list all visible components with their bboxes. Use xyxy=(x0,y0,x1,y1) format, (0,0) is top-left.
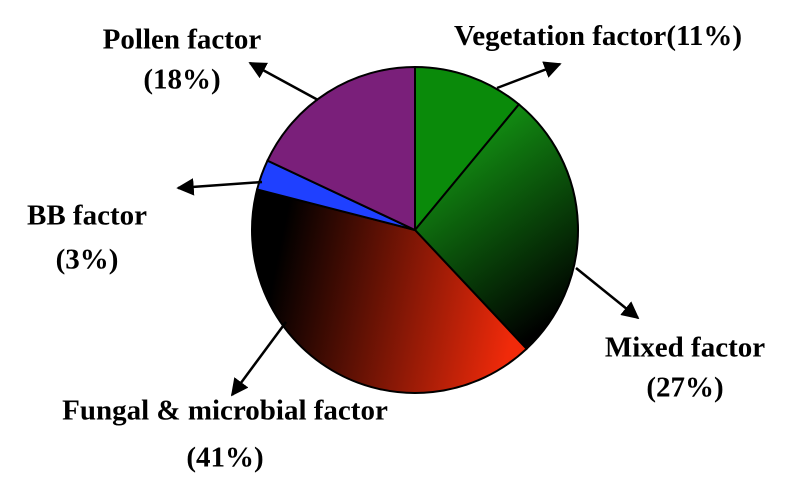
value-label: (18%) xyxy=(143,64,220,96)
arrow xyxy=(248,61,319,102)
pie-slice xyxy=(266,65,416,232)
category-label: Fungal & microbial factor xyxy=(62,395,388,427)
arrow xyxy=(496,61,562,90)
pie-slice xyxy=(413,102,579,351)
category-label: Vegetation factor xyxy=(454,20,666,52)
category-label: BB factor xyxy=(27,200,147,232)
pie-slice xyxy=(414,65,521,233)
arrow xyxy=(575,267,640,320)
category-label: Mixed factor xyxy=(605,332,765,364)
arrow xyxy=(230,321,288,397)
value-label: (27%) xyxy=(646,372,723,404)
value-label: (3%) xyxy=(56,244,119,276)
slice-label: Vegetation factor(11%) xyxy=(454,20,742,52)
category-label: Pollen factor xyxy=(103,24,262,56)
arrow xyxy=(176,178,263,196)
value-label: (11%) xyxy=(666,20,742,52)
value-label: (41%) xyxy=(186,442,263,474)
pie-slice xyxy=(251,188,528,394)
